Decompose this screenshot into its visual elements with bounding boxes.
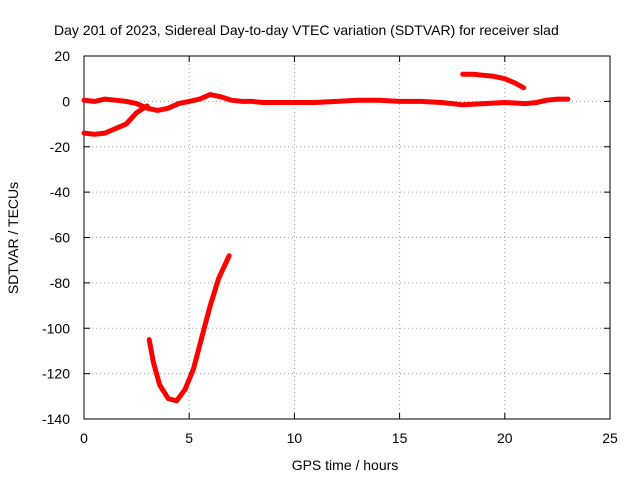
series-track-low-start [81,103,150,137]
y-tick-label: -80 [50,275,70,291]
y-tick-label: 20 [54,48,70,64]
data-series [81,71,571,404]
x-axis-label: GPS time / hours [292,457,399,473]
y-tick-label: 0 [62,93,70,109]
series-track-near-zero [81,92,571,113]
series-track-dip [146,253,232,404]
grid-lines [84,56,610,419]
x-tick-label: 20 [497,430,513,446]
x-tick-label: 10 [287,430,303,446]
axis-ticks: 0 5 10 15 20 25 -140 -120 -100 -80 -60 -40 -20 0 20 [42,48,618,446]
x-tick-label: 15 [392,430,408,446]
x-tick-label: 25 [602,430,618,446]
x-tick-label: 0 [80,430,88,446]
y-tick-label: -140 [42,411,70,427]
y-tick-label: -120 [42,366,70,382]
series-track-late [460,71,527,91]
y-tick-label: -60 [50,230,70,246]
y-tick-label: -100 [42,320,70,336]
y-axis-label: SDTVAR / TECUs [5,182,21,294]
y-tick-label: -40 [50,184,70,200]
x-tick-label: 5 [185,430,193,446]
chart-title: Day 201 of 2023, Sidereal Day-to-day VTE… [54,22,559,38]
y-tick-label: -20 [50,139,70,155]
